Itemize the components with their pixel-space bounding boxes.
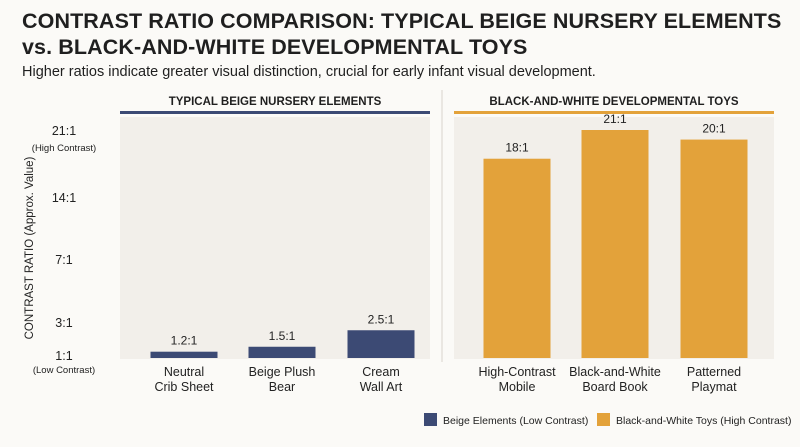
bar [248, 346, 316, 358]
group-header: BLACK-AND-WHITE DEVELOPMENTAL TOYS [489, 96, 738, 108]
y-tick-sublabel: (Low Contrast) [33, 365, 95, 376]
group-header-rule [454, 111, 774, 114]
y-tick-sublabel: (High Contrast) [32, 143, 96, 154]
bar-value-label: 18:1 [505, 141, 529, 155]
x-category-label: High-Contrast [478, 365, 556, 379]
bar [347, 330, 415, 358]
bar [581, 130, 649, 358]
plot-panel-beige [120, 117, 430, 359]
y-tick-label: 21:1 [52, 124, 76, 138]
bar-value-label: 21:1 [603, 112, 627, 126]
bar-value-label: 20:1 [702, 122, 726, 136]
chart-title: CONTRAST RATIO COMPARISON: TYPICAL BEIGE… [22, 9, 782, 59]
legend-label: Black-and-White Toys (High Contrast) [616, 415, 791, 427]
legend-swatch [424, 413, 437, 426]
x-category-label: Cream [362, 365, 400, 379]
group-header: TYPICAL BEIGE NURSERY ELEMENTS [169, 96, 382, 108]
y-axis-label: CONTRAST RATIO (Approx. Value) [24, 156, 36, 339]
legend-swatch [597, 413, 610, 426]
y-tick-label: 14:1 [52, 191, 76, 205]
x-category-label: Bear [269, 380, 295, 394]
x-category-label: Wall Art [360, 380, 403, 394]
y-tick-label: 7:1 [55, 253, 72, 267]
legend-label: Beige Elements (Low Contrast) [443, 415, 588, 427]
bar [680, 139, 748, 358]
x-category-label: Playmat [691, 380, 737, 394]
bar-value-label: 2.5:1 [368, 312, 395, 326]
bar [483, 158, 551, 358]
y-tick-label: 3:1 [55, 316, 72, 330]
bar [150, 351, 218, 358]
bar-value-label: 1.2:1 [171, 334, 198, 348]
x-category-label: Board Book [582, 380, 648, 394]
x-category-label: Mobile [499, 380, 536, 394]
y-tick-label: 1:1 [55, 349, 72, 363]
chart-subtitle: Higher ratios indicate greater visual di… [22, 64, 596, 80]
bar-value-label: 1.5:1 [269, 329, 296, 343]
x-category-label: Black-and-White [569, 365, 661, 379]
x-category-label: Crib Sheet [154, 380, 214, 394]
x-category-label: Patterned [687, 365, 741, 379]
x-category-label: Neutral [164, 365, 204, 379]
x-category-label: Beige Plush [249, 365, 316, 379]
group-header-rule [120, 111, 430, 114]
